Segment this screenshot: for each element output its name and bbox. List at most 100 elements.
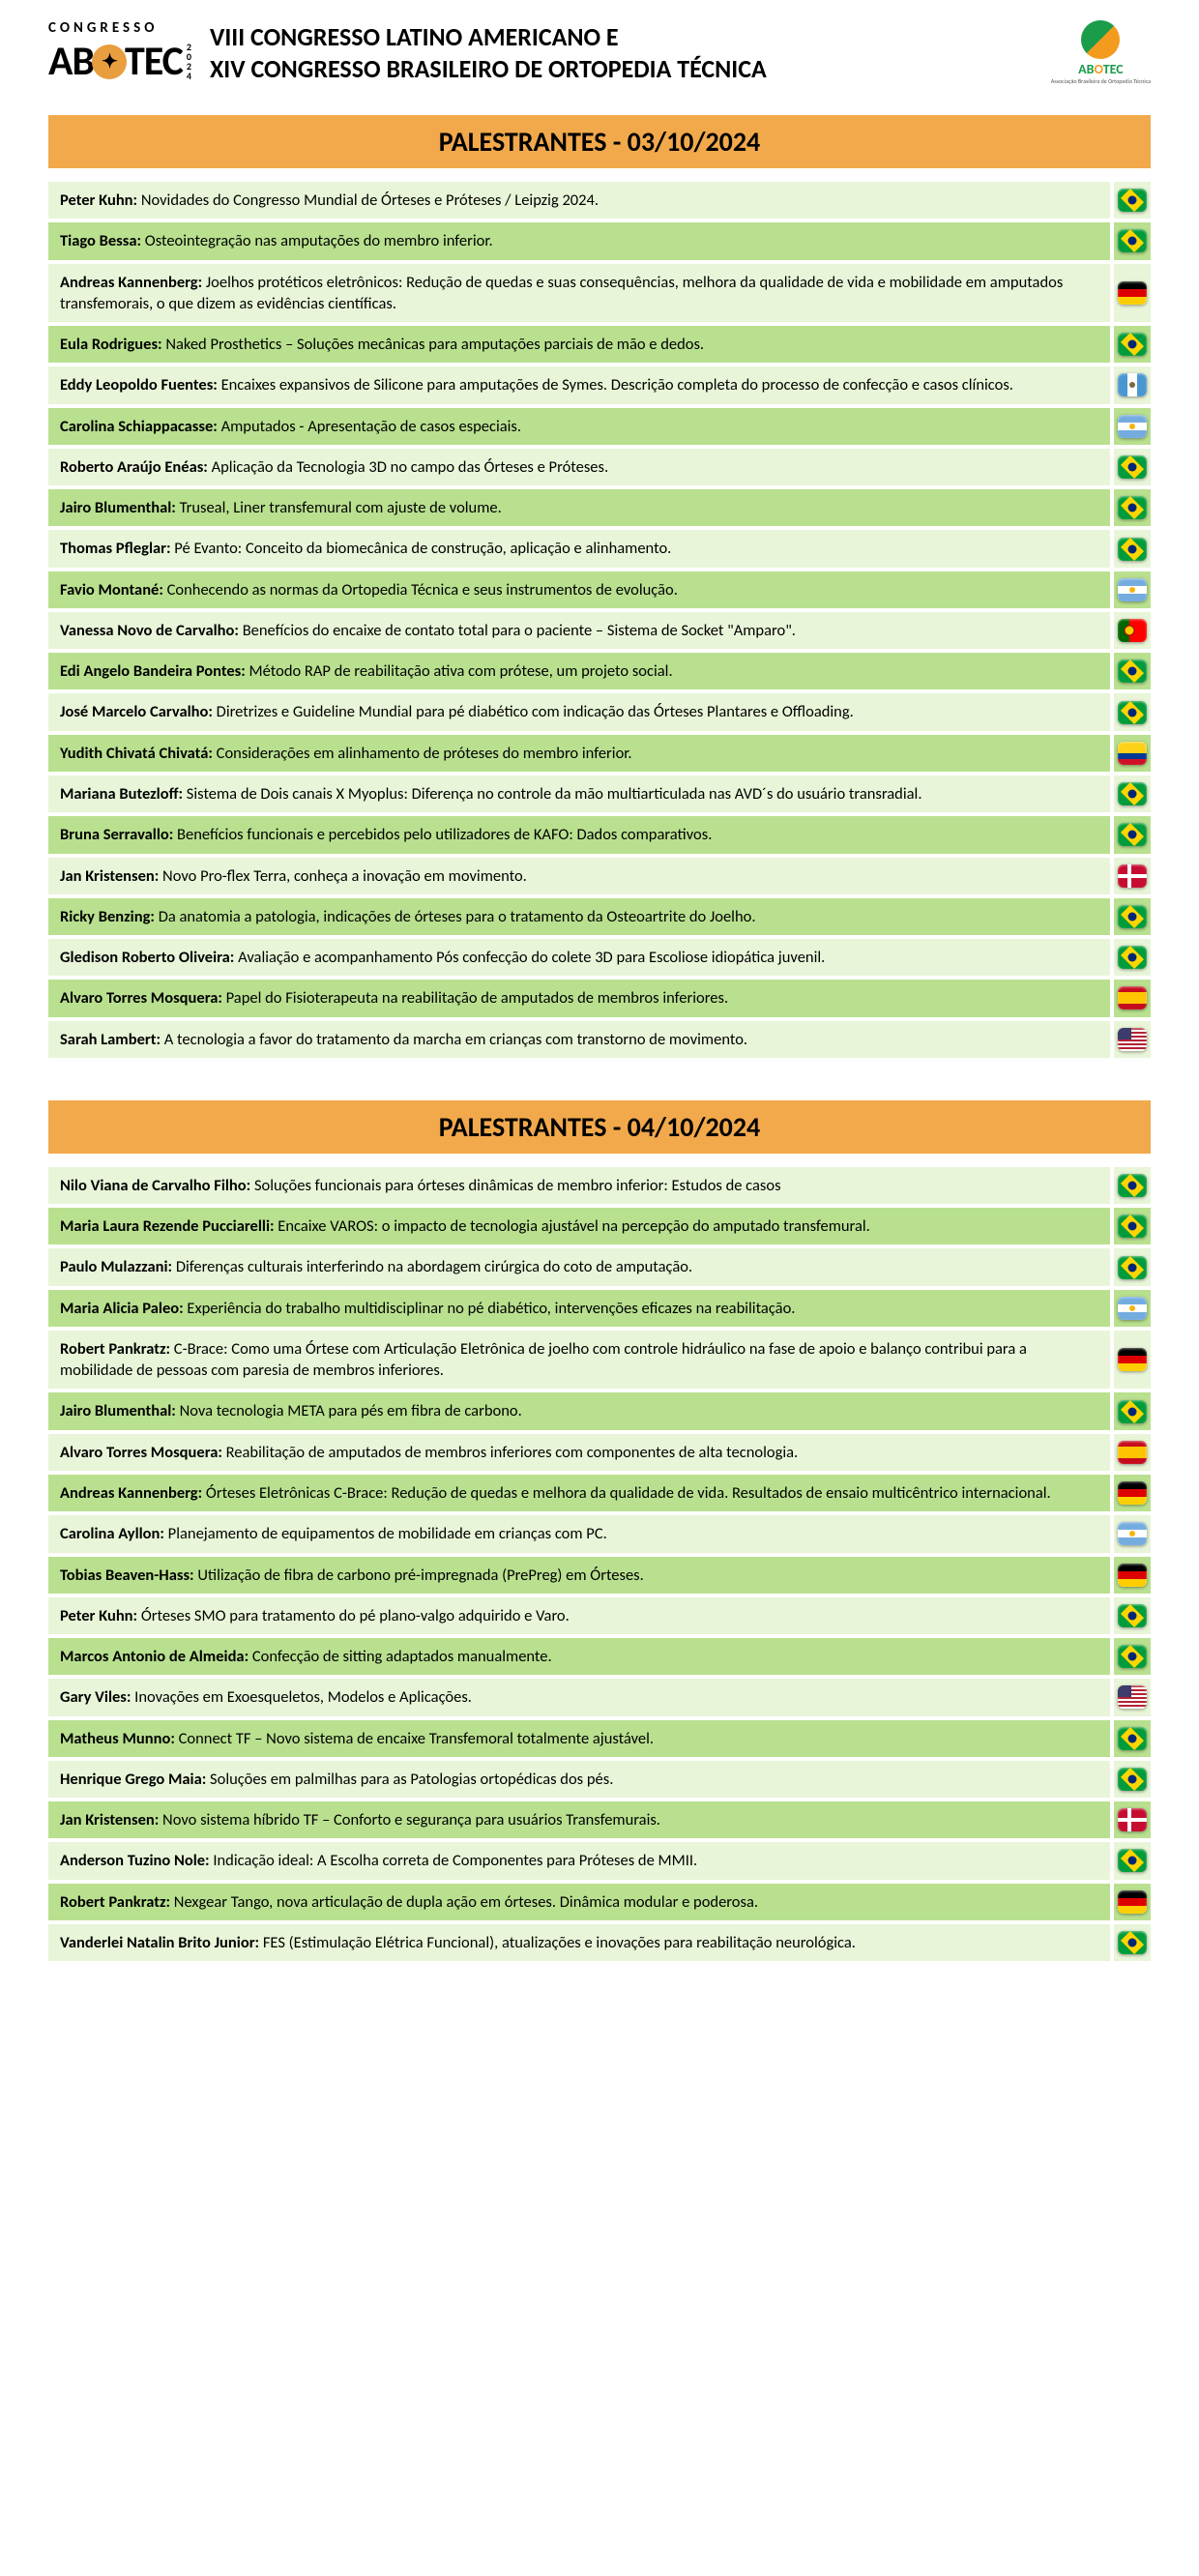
speaker-row: Marcos Antonio de Almeida: Confecção de …	[48, 1638, 1151, 1675]
talk-title: Inovações em Exoesqueletos, Modelos e Ap…	[131, 1687, 472, 1707]
talk-title: Utilização de fibra de carbono pré-impre…	[194, 1566, 644, 1585]
speaker-name: Favio Montané:	[60, 580, 163, 600]
talk-title: Novidades do Congresso Mundial de Órtese…	[137, 190, 599, 210]
br-flag-icon	[1118, 496, 1147, 519]
ar-flag-icon	[1118, 415, 1147, 438]
flag-cell	[1114, 776, 1151, 812]
flag-cell	[1114, 612, 1151, 649]
speaker-row: Carolina Ayllon: Planejamento de equipam…	[48, 1515, 1151, 1552]
speaker-text: Roberto Araújo Enéas: Aplicação da Tecno…	[48, 449, 1110, 485]
speaker-row: Henrique Grego Maia: Soluções em palmilh…	[48, 1761, 1151, 1798]
speaker-row: Edi Angelo Bandeira Pontes: Método RAP d…	[48, 653, 1151, 689]
logo-congresso-label: CONGRESSO	[48, 19, 158, 37]
talk-title: Novo sistema híbrido TF – Conforto e seg…	[159, 1810, 660, 1830]
speaker-text: Tobias Beaven-Hass: Utilização de fibra …	[48, 1557, 1110, 1594]
speaker-text: Nilo Viana de Carvalho Filho: Soluções f…	[48, 1167, 1110, 1204]
speaker-text: Maria Alicia Paleo: Experiência do traba…	[48, 1290, 1110, 1327]
flag-cell	[1114, 530, 1151, 567]
co-flag-icon	[1118, 742, 1147, 765]
flag-cell	[1114, 1434, 1151, 1471]
speaker-row: Vanderlei Natalin Brito Junior: FES (Est…	[48, 1924, 1151, 1961]
speaker-text: Peter Kuhn: Órteses SMO para tratamento …	[48, 1597, 1110, 1634]
br-flag-icon	[1118, 1645, 1147, 1668]
speaker-name: Maria Laura Rezende Pucciarelli:	[60, 1216, 275, 1236]
speaker-row: José Marcelo Carvalho: Diretrizes e Guid…	[48, 693, 1151, 730]
speaker-text: Thomas Pfleglar: Pé Evanto: Conceito da …	[48, 530, 1110, 567]
speaker-name: Matheus Munno:	[60, 1729, 175, 1748]
talk-title: Joelhos protéticos eletrônicos: Redução …	[60, 273, 1063, 313]
speaker-row: Andreas Kannenberg: Órteses Eletrônicas …	[48, 1475, 1151, 1511]
speaker-name: Carolina Ayllon:	[60, 1524, 164, 1543]
flag-cell	[1114, 449, 1151, 485]
flag-cell	[1114, 980, 1151, 1016]
speaker-text: Mariana Butezloff: Sistema de Dois canai…	[48, 776, 1110, 812]
talk-title: Reabilitação de amputados de membros inf…	[222, 1443, 798, 1462]
speaker-row: Robert Pankratz: Nexgear Tango, nova art…	[48, 1884, 1151, 1920]
header-title: VIII CONGRESSO LATINO AMERICANO E XIV CO…	[210, 21, 1032, 84]
speaker-name: Marcos Antonio de Almeida:	[60, 1647, 249, 1666]
flag-cell	[1114, 1801, 1151, 1838]
speaker-text: Robert Pankratz: Nexgear Tango, nova art…	[48, 1884, 1110, 1920]
speaker-name: Eddy Leopoldo Fuentes:	[60, 375, 218, 395]
flag-cell	[1114, 1842, 1151, 1879]
speaker-text: Jairo Blumenthal: Nova tecnologia META p…	[48, 1392, 1110, 1429]
speaker-name: Peter Kuhn:	[60, 190, 137, 210]
speaker-name: Robert Pankratz:	[60, 1339, 170, 1359]
flag-cell	[1114, 264, 1151, 323]
speaker-text: Jan Kristensen: Novo Pro-flex Terra, con…	[48, 858, 1110, 894]
ar-flag-icon	[1118, 1522, 1147, 1545]
speaker-text: Alvaro Torres Mosquera: Reabilitação de …	[48, 1434, 1110, 1471]
speaker-name: Tobias Beaven-Hass:	[60, 1566, 194, 1585]
br-flag-icon	[1118, 1174, 1147, 1197]
talk-title: Connect TF – Novo sistema de encaixe Tra…	[175, 1729, 654, 1748]
flag-cell	[1114, 489, 1151, 526]
speaker-name: Ricky Benzing:	[60, 907, 155, 926]
speaker-row: Maria Alicia Paleo: Experiência do traba…	[48, 1290, 1151, 1327]
speaker-name: Henrique Grego Maia:	[60, 1770, 206, 1789]
flag-cell	[1114, 1392, 1151, 1429]
speaker-row: Bruna Serravallo: Benefícios funcionais …	[48, 816, 1151, 853]
flag-cell	[1114, 366, 1151, 403]
flag-cell	[1114, 222, 1151, 259]
speaker-name: Robert Pankratz:	[60, 1892, 170, 1912]
talk-title: Benefícios do encaixe de contato total p…	[239, 621, 796, 640]
talk-title: Nexgear Tango, nova articulação de dupla…	[170, 1892, 758, 1912]
speaker-name: Jairo Blumenthal:	[60, 498, 176, 517]
speaker-name: Jairo Blumenthal:	[60, 1401, 176, 1420]
speaker-text: Vanessa Novo de Carvalho: Benefícios do …	[48, 612, 1110, 649]
flag-cell	[1114, 1331, 1151, 1390]
talk-title: Pé Evanto: Conceito da biomecânica de co…	[171, 539, 672, 558]
de-flag-icon	[1118, 1481, 1147, 1505]
speaker-row: Carolina Schiappacasse: Amputados - Apre…	[48, 408, 1151, 445]
br-flag-icon	[1118, 782, 1147, 805]
flag-cell	[1114, 1290, 1151, 1327]
speaker-text: Peter Kuhn: Novidades do Congresso Mundi…	[48, 182, 1110, 219]
br-flag-icon	[1118, 1849, 1147, 1872]
speaker-row: Alvaro Torres Mosquera: Papel do Fisiote…	[48, 980, 1151, 1016]
de-flag-icon	[1118, 281, 1147, 305]
talk-title: Truseal, Liner transfemural com ajuste d…	[176, 498, 502, 517]
talk-title: Planejamento de equipamentos de mobilida…	[164, 1524, 607, 1543]
ar-flag-icon	[1118, 1297, 1147, 1320]
speaker-name: Andreas Kannenberg:	[60, 1483, 202, 1503]
flag-cell	[1114, 858, 1151, 894]
speaker-text: Sarah Lambert: A tecnologia a favor do t…	[48, 1021, 1110, 1058]
speaker-row: Tiago Bessa: Osteointegração nas amputaç…	[48, 222, 1151, 259]
page-header: CONGRESSO AB✦TEC 2024 VIII CONGRESSO LAT…	[48, 19, 1151, 86]
speaker-text: Eddy Leopoldo Fuentes: Encaixes expansiv…	[48, 366, 1110, 403]
speaker-name: Paulo Mulazzani:	[60, 1257, 172, 1276]
runner-icon	[1081, 20, 1120, 59]
speaker-row: Roberto Araújo Enéas: Aplicação da Tecno…	[48, 449, 1151, 485]
talk-title: Conhecendo as normas da Ortopedia Técnic…	[163, 580, 678, 600]
speaker-name: Yudith Chivatá Chivatá:	[60, 744, 213, 763]
br-flag-icon	[1118, 1215, 1147, 1238]
speaker-row: Peter Kuhn: Novidades do Congresso Mundi…	[48, 182, 1151, 219]
speaker-row: Sarah Lambert: A tecnologia a favor do t…	[48, 1021, 1151, 1058]
speaker-name: José Marcelo Carvalho:	[60, 702, 213, 721]
br-flag-icon	[1118, 229, 1147, 252]
speaker-text: Jairo Blumenthal: Truseal, Liner transfe…	[48, 489, 1110, 526]
speaker-name: Roberto Araújo Enéas:	[60, 457, 208, 477]
talk-title: Novo Pro-flex Terra, conheça a inovação …	[159, 866, 527, 886]
speaker-name: Gary Viles:	[60, 1687, 131, 1707]
br-flag-icon	[1118, 1604, 1147, 1627]
